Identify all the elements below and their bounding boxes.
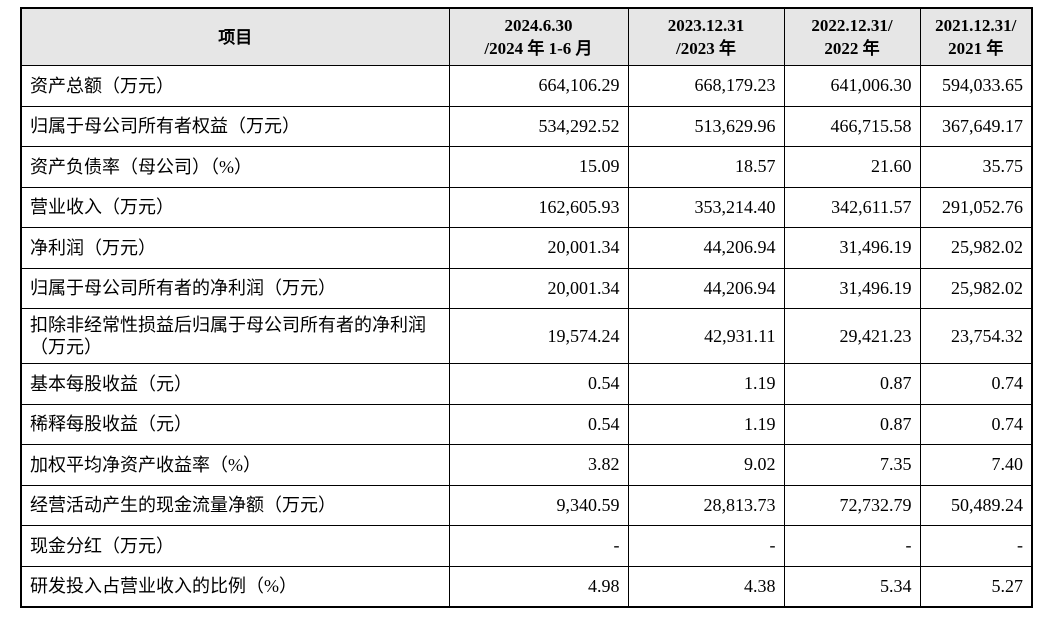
table-header: 项目 2024.6.30 /2024 年 1-6 月 2023.12.31 /2… — [20, 7, 1033, 66]
cell-value: 466,715.58 — [783, 105, 921, 147]
cell-value: - — [448, 525, 629, 567]
cell-value: 31,496.19 — [783, 267, 921, 309]
row-label: 稀释每股收益（元） — [20, 403, 450, 445]
header-line2: /2023 年 — [676, 39, 736, 58]
row-label: 营业收入（万元） — [20, 186, 450, 228]
row-label: 研发投入占营业收入的比例（%） — [20, 565, 450, 607]
cell-value: 18.57 — [627, 146, 785, 188]
table-row: 经营活动产生的现金流量净额（万元） 9,340.59 28,813.73 72,… — [20, 484, 1033, 526]
row-label: 扣除非经常性损益后归属于母公司所有者的净利润（万元） — [20, 308, 450, 364]
cell-value: 0.87 — [783, 363, 921, 405]
cell-value: 5.27 — [919, 565, 1033, 607]
cell-value: 668,179.23 — [627, 65, 785, 107]
cell-value: 0.74 — [919, 363, 1033, 405]
table-row: 营业收入（万元） 162,605.93 353,214.40 342,611.5… — [20, 186, 1033, 228]
cell-value: 291,052.76 — [919, 186, 1033, 228]
header-line2: 2022 年 — [824, 39, 880, 58]
cell-value: 0.54 — [448, 363, 629, 405]
header-period-2021: 2021.12.31/ 2021 年 — [919, 7, 1033, 66]
cell-value: 1.19 — [627, 403, 785, 445]
table-row: 资产负债率（母公司）（%） 15.09 18.57 21.60 35.75 — [20, 146, 1033, 188]
cell-value: 42,931.11 — [627, 308, 785, 364]
header-line1: 2023.12.31 — [667, 16, 745, 35]
cell-value: 162,605.93 — [448, 186, 629, 228]
header-period-2023: 2023.12.31 /2023 年 — [627, 7, 785, 66]
row-label: 归属于母公司所有者权益（万元） — [20, 105, 450, 147]
header-item-label: 项目 — [218, 27, 253, 47]
cell-value: 4.98 — [448, 565, 629, 607]
cell-value: 664,106.29 — [448, 65, 629, 107]
row-label: 归属于母公司所有者的净利润（万元） — [20, 267, 450, 309]
cell-value: 3.82 — [448, 444, 629, 486]
cell-value: 353,214.40 — [627, 186, 785, 228]
table-row: 稀释每股收益（元） 0.54 1.19 0.87 0.74 — [20, 403, 1033, 445]
header-line1: 2024.6.30 — [504, 16, 573, 35]
table-row: 加权平均净资产收益率（%） 3.82 9.02 7.35 7.40 — [20, 444, 1033, 486]
cell-value: 28,813.73 — [627, 484, 785, 526]
cell-value: 9,340.59 — [448, 484, 629, 526]
header-period-2024h1: 2024.6.30 /2024 年 1-6 月 — [448, 7, 629, 66]
table-row: 归属于母公司所有者的净利润（万元） 20,001.34 44,206.94 31… — [20, 267, 1033, 309]
cell-value: - — [627, 525, 785, 567]
cell-value: 35.75 — [919, 146, 1033, 188]
row-label: 加权平均净资产收益率（%） — [20, 444, 450, 486]
cell-value: 0.74 — [919, 403, 1033, 445]
cell-value: 21.60 — [783, 146, 921, 188]
header-period-2022: 2022.12.31/ 2022 年 — [783, 7, 921, 66]
cell-value: 20,001.34 — [448, 227, 629, 269]
cell-value: - — [783, 525, 921, 567]
cell-value: 29,421.23 — [783, 308, 921, 364]
table-row: 归属于母公司所有者权益（万元） 534,292.52 513,629.96 46… — [20, 105, 1033, 147]
financial-data-table: 项目 2024.6.30 /2024 年 1-6 月 2023.12.31 /2… — [20, 7, 1033, 608]
cell-value: 72,732.79 — [783, 484, 921, 526]
cell-value: 594,033.65 — [919, 65, 1033, 107]
row-label: 经营活动产生的现金流量净额（万元） — [20, 484, 450, 526]
cell-value: 31,496.19 — [783, 227, 921, 269]
header-row: 项目 2024.6.30 /2024 年 1-6 月 2023.12.31 /2… — [20, 7, 1033, 66]
cell-value: 20,001.34 — [448, 267, 629, 309]
cell-value: 1.19 — [627, 363, 785, 405]
table-row: 净利润（万元） 20,001.34 44,206.94 31,496.19 25… — [20, 227, 1033, 269]
cell-value: 15.09 — [448, 146, 629, 188]
cell-value: 4.38 — [627, 565, 785, 607]
cell-value: 5.34 — [783, 565, 921, 607]
table-row: 基本每股收益（元） 0.54 1.19 0.87 0.74 — [20, 363, 1033, 405]
cell-value: 0.54 — [448, 403, 629, 445]
cell-value: 7.40 — [919, 444, 1033, 486]
cell-value: 342,611.57 — [783, 186, 921, 228]
header-line1: 2022.12.31/ — [811, 16, 893, 35]
cell-value: 23,754.32 — [919, 308, 1033, 364]
cell-value: - — [919, 525, 1033, 567]
table-row: 资产总额（万元） 664,106.29 668,179.23 641,006.3… — [20, 65, 1033, 107]
table-row: 扣除非经常性损益后归属于母公司所有者的净利润（万元） 19,574.24 42,… — [20, 308, 1033, 364]
row-label: 现金分红（万元） — [20, 525, 450, 567]
cell-value: 7.35 — [783, 444, 921, 486]
header-line2: 2021 年 — [948, 39, 1004, 58]
cell-value: 0.87 — [783, 403, 921, 445]
cell-value: 513,629.96 — [627, 105, 785, 147]
header-line1: 2021.12.31/ — [935, 16, 1017, 35]
header-line2: /2024 年 1-6 月 — [484, 39, 593, 58]
cell-value: 25,982.02 — [919, 267, 1033, 309]
cell-value: 44,206.94 — [627, 227, 785, 269]
table-row: 研发投入占营业收入的比例（%） 4.98 4.38 5.34 5.27 — [20, 565, 1033, 607]
cell-value: 19,574.24 — [448, 308, 629, 364]
cell-value: 9.02 — [627, 444, 785, 486]
row-label: 资产总额（万元） — [20, 65, 450, 107]
cell-value: 44,206.94 — [627, 267, 785, 309]
row-label: 资产负债率（母公司）（%） — [20, 146, 450, 188]
cell-value: 367,649.17 — [919, 105, 1033, 147]
header-item: 项目 — [20, 7, 450, 66]
cell-value: 641,006.30 — [783, 65, 921, 107]
row-label: 基本每股收益（元） — [20, 363, 450, 405]
cell-value: 25,982.02 — [919, 227, 1033, 269]
table-row: 现金分红（万元） - - - - — [20, 525, 1033, 567]
row-label: 净利润（万元） — [20, 227, 450, 269]
cell-value: 50,489.24 — [919, 484, 1033, 526]
cell-value: 534,292.52 — [448, 105, 629, 147]
table-body: 资产总额（万元） 664,106.29 668,179.23 641,006.3… — [20, 65, 1033, 607]
